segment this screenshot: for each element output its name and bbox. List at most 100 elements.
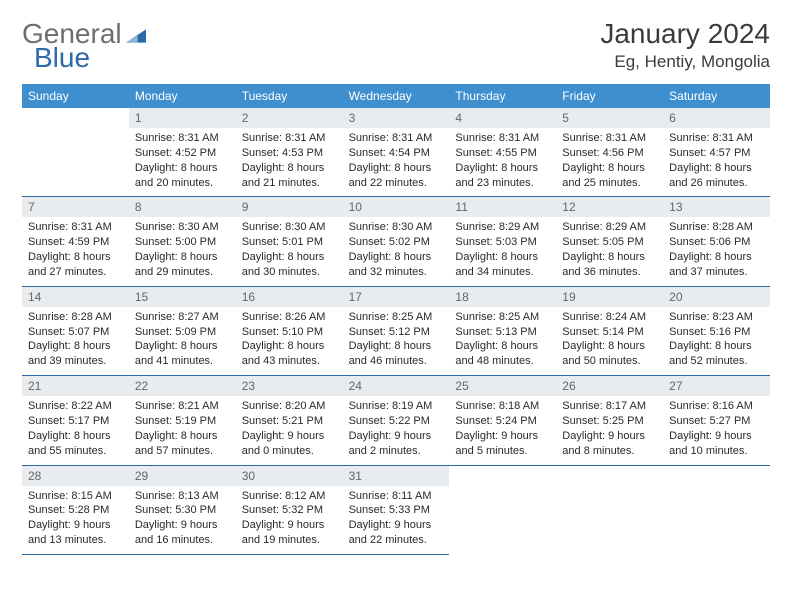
location: Eg, Hentiy, Mongolia <box>600 52 770 72</box>
day-details: Sunrise: 8:13 AMSunset: 5:30 PMDaylight:… <box>129 486 236 554</box>
day-details: Sunrise: 8:28 AMSunset: 5:07 PMDaylight:… <box>22 307 129 375</box>
logo-triangle-icon <box>126 29 146 43</box>
day-number: 12 <box>556 197 663 217</box>
weekday-header: Tuesday <box>236 84 343 108</box>
day-number: 14 <box>22 287 129 307</box>
day-details: Sunrise: 8:31 AMSunset: 4:55 PMDaylight:… <box>449 128 556 196</box>
calendar-cell: 1Sunrise: 8:31 AMSunset: 4:52 PMDaylight… <box>129 108 236 197</box>
day-number: 5 <box>556 108 663 128</box>
day-number: 16 <box>236 287 343 307</box>
day-number: 29 <box>129 466 236 486</box>
calendar-cell: 7Sunrise: 8:31 AMSunset: 4:59 PMDaylight… <box>22 197 129 286</box>
day-number: 18 <box>449 287 556 307</box>
calendar-cell <box>556 466 663 555</box>
day-details: Sunrise: 8:27 AMSunset: 5:09 PMDaylight:… <box>129 307 236 375</box>
day-number: 13 <box>663 197 770 217</box>
calendar-cell: 21Sunrise: 8:22 AMSunset: 5:17 PMDayligh… <box>22 376 129 465</box>
day-number: 28 <box>22 466 129 486</box>
month-title: January 2024 <box>600 18 770 50</box>
title-block: January 2024 Eg, Hentiy, Mongolia <box>600 18 770 72</box>
calendar-cell <box>449 466 556 555</box>
day-number: 8 <box>129 197 236 217</box>
weekday-header: Sunday <box>22 84 129 108</box>
calendar-cell: 4Sunrise: 8:31 AMSunset: 4:55 PMDaylight… <box>449 108 556 197</box>
calendar-cell: 26Sunrise: 8:17 AMSunset: 5:25 PMDayligh… <box>556 376 663 465</box>
day-number: 31 <box>343 466 450 486</box>
header: General January 2024 Eg, Hentiy, Mongoli… <box>22 12 770 72</box>
day-details: Sunrise: 8:31 AMSunset: 4:56 PMDaylight:… <box>556 128 663 196</box>
day-details: Sunrise: 8:25 AMSunset: 5:13 PMDaylight:… <box>449 307 556 375</box>
weekday-header: Friday <box>556 84 663 108</box>
day-number: 26 <box>556 376 663 396</box>
day-number: 17 <box>343 287 450 307</box>
day-details: Sunrise: 8:31 AMSunset: 4:59 PMDaylight:… <box>22 217 129 285</box>
day-details: Sunrise: 8:23 AMSunset: 5:16 PMDaylight:… <box>663 307 770 375</box>
day-details: Sunrise: 8:29 AMSunset: 5:03 PMDaylight:… <box>449 217 556 285</box>
day-details: Sunrise: 8:25 AMSunset: 5:12 PMDaylight:… <box>343 307 450 375</box>
day-number: 24 <box>343 376 450 396</box>
day-number: 15 <box>129 287 236 307</box>
calendar-cell: 25Sunrise: 8:18 AMSunset: 5:24 PMDayligh… <box>449 376 556 465</box>
day-details: Sunrise: 8:17 AMSunset: 5:25 PMDaylight:… <box>556 396 663 464</box>
calendar-cell: 18Sunrise: 8:25 AMSunset: 5:13 PMDayligh… <box>449 287 556 376</box>
day-number: 21 <box>22 376 129 396</box>
calendar-cell: 11Sunrise: 8:29 AMSunset: 5:03 PMDayligh… <box>449 197 556 286</box>
day-details: Sunrise: 8:16 AMSunset: 5:27 PMDaylight:… <box>663 396 770 464</box>
weekday-header: Monday <box>129 84 236 108</box>
day-details: Sunrise: 8:21 AMSunset: 5:19 PMDaylight:… <box>129 396 236 464</box>
calendar-cell: 24Sunrise: 8:19 AMSunset: 5:22 PMDayligh… <box>343 376 450 465</box>
calendar-cell: 30Sunrise: 8:12 AMSunset: 5:32 PMDayligh… <box>236 466 343 555</box>
day-details: Sunrise: 8:30 AMSunset: 5:01 PMDaylight:… <box>236 217 343 285</box>
day-number: 30 <box>236 466 343 486</box>
day-details: Sunrise: 8:28 AMSunset: 5:06 PMDaylight:… <box>663 217 770 285</box>
calendar-grid: SundayMondayTuesdayWednesdayThursdayFrid… <box>22 84 770 555</box>
day-details: Sunrise: 8:26 AMSunset: 5:10 PMDaylight:… <box>236 307 343 375</box>
calendar-cell: 19Sunrise: 8:24 AMSunset: 5:14 PMDayligh… <box>556 287 663 376</box>
day-details: Sunrise: 8:11 AMSunset: 5:33 PMDaylight:… <box>343 486 450 554</box>
day-details: Sunrise: 8:29 AMSunset: 5:05 PMDaylight:… <box>556 217 663 285</box>
calendar-cell: 23Sunrise: 8:20 AMSunset: 5:21 PMDayligh… <box>236 376 343 465</box>
weekday-header: Wednesday <box>343 84 450 108</box>
day-number: 22 <box>129 376 236 396</box>
day-number: 20 <box>663 287 770 307</box>
calendar-cell <box>663 466 770 555</box>
day-number: 19 <box>556 287 663 307</box>
day-details: Sunrise: 8:30 AMSunset: 5:00 PMDaylight:… <box>129 217 236 285</box>
calendar-cell: 5Sunrise: 8:31 AMSunset: 4:56 PMDaylight… <box>556 108 663 197</box>
day-details: Sunrise: 8:22 AMSunset: 5:17 PMDaylight:… <box>22 396 129 464</box>
calendar-cell: 9Sunrise: 8:30 AMSunset: 5:01 PMDaylight… <box>236 197 343 286</box>
day-details: Sunrise: 8:31 AMSunset: 4:57 PMDaylight:… <box>663 128 770 196</box>
calendar-cell: 22Sunrise: 8:21 AMSunset: 5:19 PMDayligh… <box>129 376 236 465</box>
calendar-cell: 28Sunrise: 8:15 AMSunset: 5:28 PMDayligh… <box>22 466 129 555</box>
day-details: Sunrise: 8:24 AMSunset: 5:14 PMDaylight:… <box>556 307 663 375</box>
day-number: 7 <box>22 197 129 217</box>
calendar-cell: 3Sunrise: 8:31 AMSunset: 4:54 PMDaylight… <box>343 108 450 197</box>
day-details: Sunrise: 8:31 AMSunset: 4:52 PMDaylight:… <box>129 128 236 196</box>
calendar-cell: 27Sunrise: 8:16 AMSunset: 5:27 PMDayligh… <box>663 376 770 465</box>
calendar-cell: 15Sunrise: 8:27 AMSunset: 5:09 PMDayligh… <box>129 287 236 376</box>
weekday-header: Thursday <box>449 84 556 108</box>
day-details: Sunrise: 8:20 AMSunset: 5:21 PMDaylight:… <box>236 396 343 464</box>
day-number: 3 <box>343 108 450 128</box>
day-number: 2 <box>236 108 343 128</box>
calendar-cell: 29Sunrise: 8:13 AMSunset: 5:30 PMDayligh… <box>129 466 236 555</box>
day-details: Sunrise: 8:19 AMSunset: 5:22 PMDaylight:… <box>343 396 450 464</box>
day-number: 25 <box>449 376 556 396</box>
calendar-cell: 6Sunrise: 8:31 AMSunset: 4:57 PMDaylight… <box>663 108 770 197</box>
calendar-cell: 17Sunrise: 8:25 AMSunset: 5:12 PMDayligh… <box>343 287 450 376</box>
day-number: 4 <box>449 108 556 128</box>
day-number: 23 <box>236 376 343 396</box>
logo-line2: Blue <box>34 42 90 74</box>
day-number: 27 <box>663 376 770 396</box>
calendar-cell: 2Sunrise: 8:31 AMSunset: 4:53 PMDaylight… <box>236 108 343 197</box>
logo-text-blue: Blue <box>34 42 90 74</box>
calendar-cell: 16Sunrise: 8:26 AMSunset: 5:10 PMDayligh… <box>236 287 343 376</box>
calendar-cell <box>22 108 129 197</box>
weekday-header: Saturday <box>663 84 770 108</box>
day-details: Sunrise: 8:18 AMSunset: 5:24 PMDaylight:… <box>449 396 556 464</box>
calendar-cell: 12Sunrise: 8:29 AMSunset: 5:05 PMDayligh… <box>556 197 663 286</box>
day-details: Sunrise: 8:30 AMSunset: 5:02 PMDaylight:… <box>343 217 450 285</box>
calendar-cell: 14Sunrise: 8:28 AMSunset: 5:07 PMDayligh… <box>22 287 129 376</box>
day-details: Sunrise: 8:15 AMSunset: 5:28 PMDaylight:… <box>22 486 129 554</box>
calendar-cell: 10Sunrise: 8:30 AMSunset: 5:02 PMDayligh… <box>343 197 450 286</box>
